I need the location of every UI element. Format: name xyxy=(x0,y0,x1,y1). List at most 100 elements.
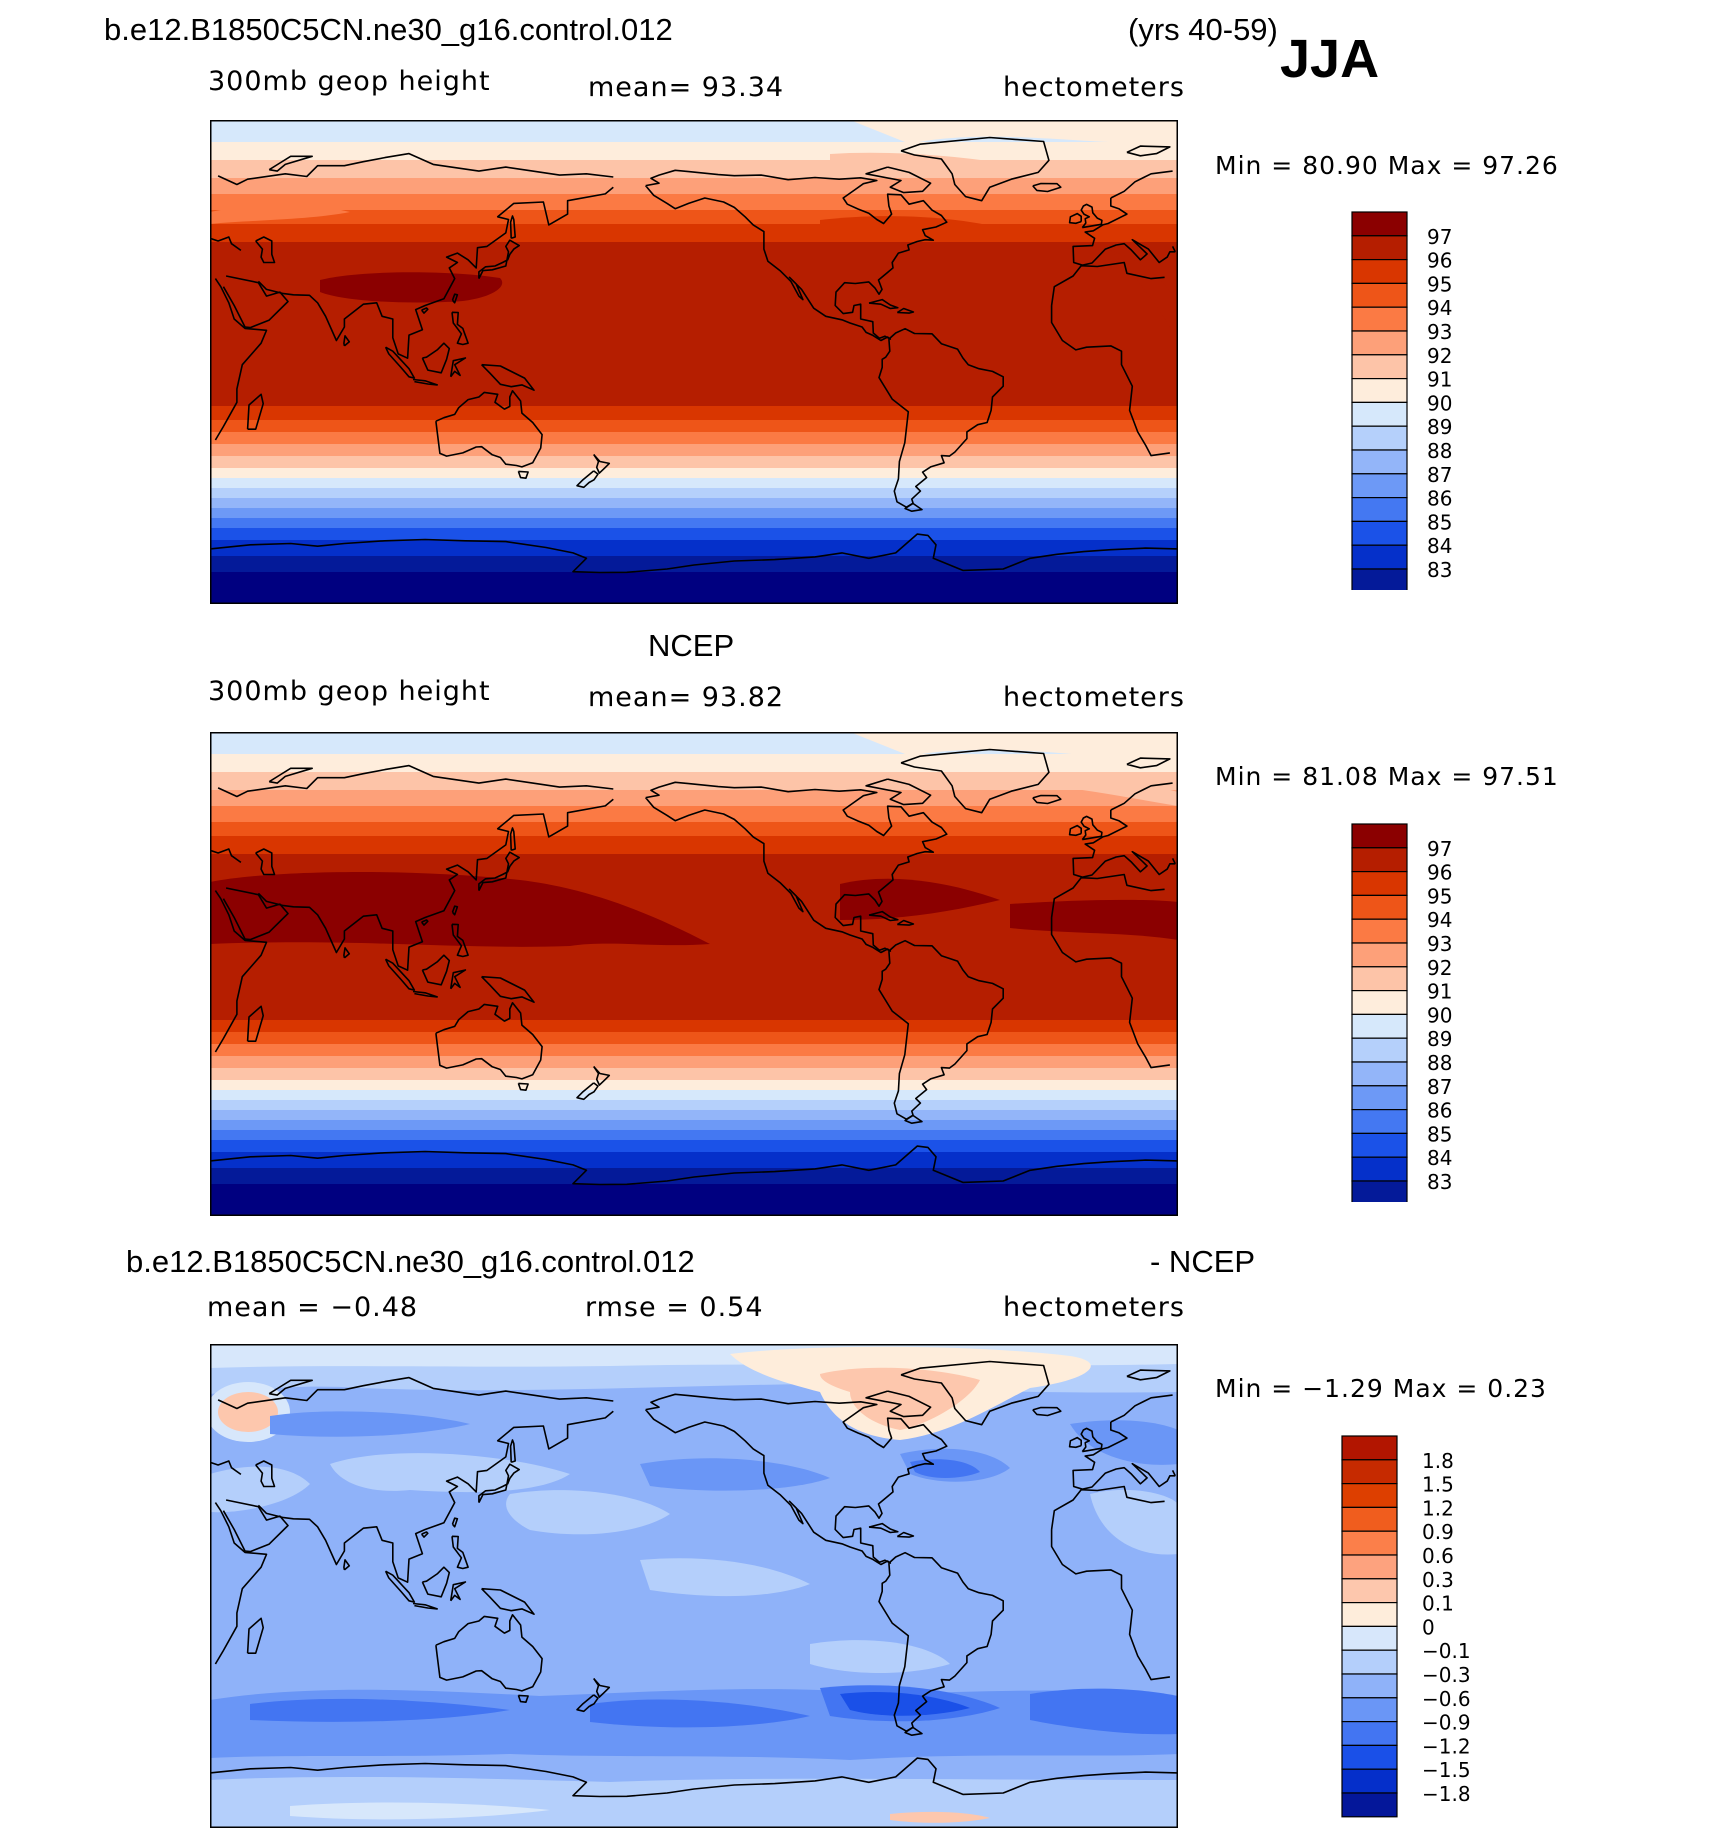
colorbar-box xyxy=(1351,520,1408,546)
contour-bands xyxy=(210,732,1178,1216)
colorbar-label: −0.1 xyxy=(1422,1639,1471,1663)
colorbar-label: 95 xyxy=(1427,884,1452,908)
coastlines xyxy=(210,136,1178,574)
panel2-map xyxy=(210,732,1178,1216)
colorbar-box xyxy=(1351,894,1408,920)
colorbar-label: −1.8 xyxy=(1422,1782,1471,1806)
colorbar-box xyxy=(1351,1085,1408,1111)
contour-regions xyxy=(210,732,1178,947)
colorbar-box xyxy=(1341,1697,1398,1723)
colorbar-label: 92 xyxy=(1427,956,1452,980)
colorbar-label: 1.8 xyxy=(1422,1449,1454,1473)
colorbar-box xyxy=(1351,1132,1408,1158)
coastlines xyxy=(210,1360,1178,1798)
colorbar-label: 89 xyxy=(1427,415,1452,439)
colorbar-label: 93 xyxy=(1427,320,1452,344)
colorbar-box xyxy=(1341,1554,1398,1580)
colorbar-label: 87 xyxy=(1427,463,1452,487)
colorbar-box xyxy=(1341,1459,1398,1485)
colorbar-box xyxy=(1341,1530,1398,1556)
panel3-colorbar: 1.81.51.20.90.60.30.10−0.1−0.3−0.6−0.9−1… xyxy=(1341,1435,1471,1818)
colorbar-box xyxy=(1341,1721,1398,1747)
colorbar-box xyxy=(1351,568,1408,590)
colorbar-label: 92 xyxy=(1427,344,1452,368)
colorbar-box xyxy=(1341,1649,1398,1675)
colorbar-label: 1.2 xyxy=(1422,1496,1454,1520)
colorbar-label: 86 xyxy=(1427,1099,1452,1123)
colorbar-label: 0.6 xyxy=(1422,1544,1454,1568)
season-label: JJA xyxy=(1280,29,1380,89)
colorbar-box xyxy=(1351,449,1408,475)
colorbar-label: 88 xyxy=(1427,1051,1452,1075)
contour-regions xyxy=(210,1344,1178,1828)
colorbar-box xyxy=(1341,1482,1398,1508)
colorbar-box xyxy=(1341,1792,1398,1818)
colorbar-box xyxy=(1351,354,1408,380)
colorbar-box xyxy=(1351,1013,1408,1039)
colorbar-label: 83 xyxy=(1427,558,1452,582)
panel2-mean: mean= 93.82 xyxy=(588,682,785,713)
colorbar-box xyxy=(1351,401,1408,427)
colorbar-box xyxy=(1341,1435,1398,1461)
colorbar-box xyxy=(1351,1061,1408,1087)
colorbar-box xyxy=(1351,306,1408,332)
panel3-minmax: Min = −1.29 Max = 0.23 xyxy=(1215,1374,1547,1403)
years-label: (yrs 40-59) xyxy=(1128,12,1278,47)
colorbar-label: 97 xyxy=(1427,225,1452,249)
colorbar-label: 91 xyxy=(1427,368,1452,392)
colorbar-box xyxy=(1351,473,1408,499)
colorbar-label: −1.5 xyxy=(1422,1758,1471,1782)
colorbar-box xyxy=(1351,1037,1408,1063)
colorbar-box xyxy=(1351,1180,1408,1202)
panel3-rmse: rmse = 0.54 xyxy=(585,1292,764,1323)
colorbar-label: 83 xyxy=(1427,1170,1452,1194)
colorbar-label: 94 xyxy=(1427,296,1452,320)
map-frame xyxy=(210,1344,1178,1828)
colorbar-label: 91 xyxy=(1427,980,1452,1004)
colorbar-label: 88 xyxy=(1427,439,1452,463)
colorbar-label: 97 xyxy=(1427,837,1452,861)
colorbar-label: 85 xyxy=(1427,510,1452,534)
colorbar-box xyxy=(1351,258,1408,284)
colorbar-label: 84 xyxy=(1427,1146,1452,1170)
colorbar-box xyxy=(1341,1602,1398,1628)
colorbar-box xyxy=(1351,1109,1408,1135)
colorbar-label: 0.1 xyxy=(1422,1592,1454,1616)
panel3-title-left: b.e12.B1850C5CN.ne30_g16.control.012 xyxy=(126,1244,695,1279)
colorbar-label: 0.3 xyxy=(1422,1568,1454,1592)
colorbar-label: 95 xyxy=(1427,272,1452,296)
colorbar-label: 94 xyxy=(1427,908,1452,932)
panel3-units: hectometers xyxy=(1003,1292,1185,1323)
colorbar-box xyxy=(1351,847,1408,873)
panel3-mean: mean = −0.48 xyxy=(207,1292,419,1323)
colorbar-box xyxy=(1351,870,1408,896)
colorbar-box xyxy=(1341,1673,1398,1699)
map-frame xyxy=(210,732,1178,1216)
colorbar-box xyxy=(1351,990,1408,1016)
colorbar-box xyxy=(1341,1768,1398,1794)
contour-bands xyxy=(210,120,1178,604)
colorbar-box xyxy=(1351,918,1408,944)
panel2-minmax: Min = 81.08 Max = 97.51 xyxy=(1215,762,1559,791)
panel1-variable: 300mb geop height xyxy=(208,66,491,97)
colorbar-label: 84 xyxy=(1427,534,1452,558)
colorbar-box xyxy=(1341,1578,1398,1604)
colorbar-label: 90 xyxy=(1427,1003,1452,1027)
panel2-variable: 300mb geop height xyxy=(208,676,491,707)
colorbar-label: 89 xyxy=(1427,1027,1452,1051)
panel1-mean: mean= 93.34 xyxy=(588,72,785,103)
colorbar-box xyxy=(1351,211,1408,237)
colorbar-label: 0 xyxy=(1422,1615,1435,1639)
case-title: b.e12.B1850C5CN.ne30_g16.control.012 xyxy=(104,12,673,47)
colorbar-box xyxy=(1351,282,1408,308)
colorbar-box xyxy=(1351,235,1408,261)
panel1-map xyxy=(210,120,1178,604)
colorbar-label: 96 xyxy=(1427,249,1452,273)
panel2-units: hectometers xyxy=(1003,682,1185,713)
colorbar-box xyxy=(1351,1156,1408,1182)
panel1-minmax: Min = 80.90 Max = 97.26 xyxy=(1215,151,1559,180)
colorbar-box xyxy=(1351,942,1408,968)
colorbar-label: 93 xyxy=(1427,932,1452,956)
colorbar-box xyxy=(1341,1625,1398,1651)
